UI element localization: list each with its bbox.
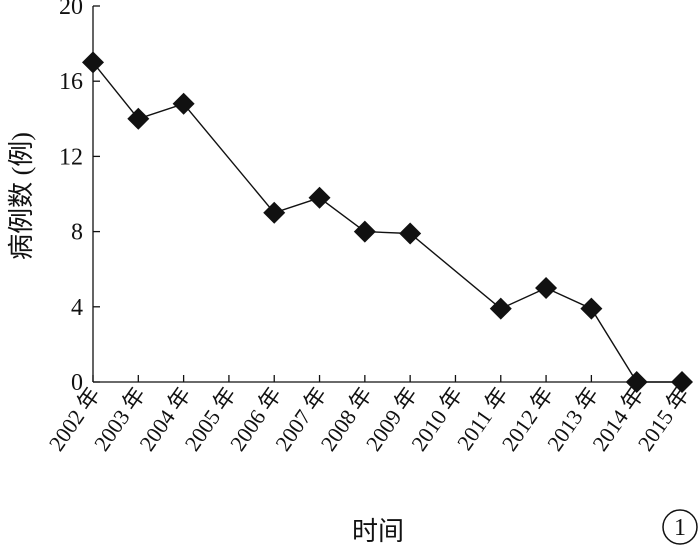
data-point	[625, 371, 648, 393]
y-tick-label: 0	[71, 370, 83, 396]
data-point	[580, 297, 603, 320]
data-point	[82, 51, 104, 74]
data-point	[127, 107, 150, 130]
y-tick-label: 20	[59, 0, 83, 20]
y-axis-title: 病例数 (例)	[7, 132, 36, 260]
x-axis-title: 时间	[352, 517, 404, 546]
data-point	[535, 277, 558, 299]
y-tick-label: 12	[59, 144, 83, 170]
badge-circle	[662, 509, 698, 545]
y-tick-labels: 0 4 8 12 16 20	[59, 0, 83, 396]
data-point	[308, 186, 331, 209]
y-tick-label: 16	[59, 69, 83, 95]
data-point-group	[82, 51, 693, 393]
y-tick-label: 4	[71, 295, 83, 321]
y-tick-label: 8	[71, 220, 83, 246]
data-point	[399, 222, 422, 245]
data-point	[263, 201, 286, 224]
data-point	[671, 371, 693, 393]
figure-number-badge: 1	[662, 509, 698, 545]
data-point	[172, 92, 195, 115]
axes	[92, 5, 683, 383]
badge-label: 1	[674, 515, 686, 541]
data-point	[353, 220, 376, 243]
data-point	[489, 297, 512, 320]
